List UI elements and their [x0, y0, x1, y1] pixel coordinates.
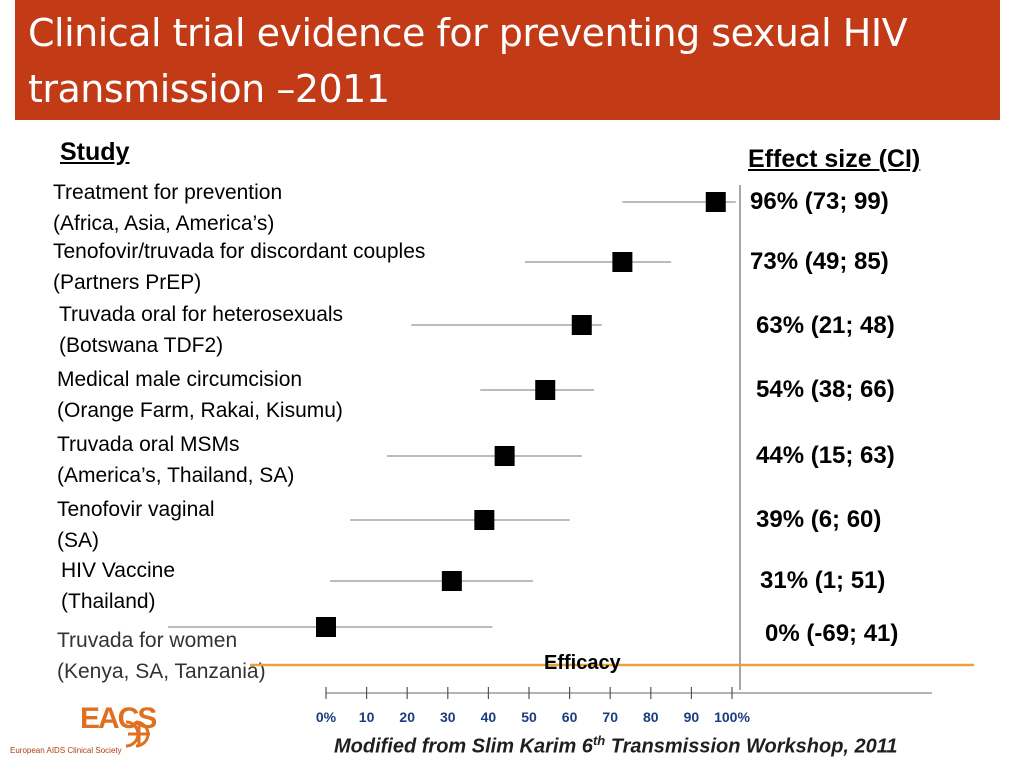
effect-marker	[494, 446, 515, 466]
footer-superscript: th	[592, 733, 606, 748]
study-location: (Partners PrEP)	[53, 271, 202, 294]
study-label: Tenofovir/truvada for discordant couples…	[53, 236, 425, 298]
effect-size-label: 39% (6; 60)	[756, 506, 882, 533]
study-label: Medical male circumcision (Orange Farm, R…	[57, 364, 343, 426]
study-label: Truvada oral for heterosexuals (Botswana …	[59, 299, 343, 361]
effect-size-label: 73% (49; 85)	[750, 248, 889, 275]
study-location: (America’s, Thailand, SA)	[57, 464, 295, 487]
x-tick-label: 40	[481, 709, 497, 725]
effect-size-column-header: Effect size (CI)	[748, 145, 921, 173]
study-column-header: Study	[60, 138, 130, 166]
effect-size-label: 54% (38; 66)	[756, 376, 895, 403]
logo-word: EACS	[80, 702, 157, 735]
study-location: (Botswana TDF2)	[59, 334, 224, 357]
effect-marker	[474, 510, 495, 530]
x-tick-label: 10	[359, 709, 375, 725]
effect-marker	[441, 571, 462, 591]
x-tick-label: 60	[562, 709, 578, 725]
x-tick-label: 90	[684, 709, 700, 725]
study-location: (Africa, Asia, America’s)	[53, 212, 275, 235]
x-tick-label: 0%	[316, 709, 337, 725]
x-tick-label: 70	[602, 709, 618, 725]
study-name: Medical male circumcision	[57, 368, 303, 391]
logo-mark	[125, 720, 150, 748]
slide-title: Clinical trial evidence for preventing s…	[28, 11, 908, 111]
effect-marker	[612, 252, 633, 272]
effect-size-label: 96% (73; 99)	[750, 188, 889, 215]
study-location: (Thailand)	[61, 590, 156, 613]
effect-size-label: 31% (1; 51)	[760, 567, 886, 594]
effect-marker	[571, 315, 592, 335]
title-bar	[15, 0, 1000, 120]
study-label: HIV Vaccine (Thailand)	[61, 555, 175, 617]
footer-text-2: Transmission Workshop, 2011	[605, 735, 898, 758]
x-tick-label: 30	[440, 709, 456, 725]
x-tick-label: 20	[399, 709, 415, 725]
eacs-logo: EACS European AIDS Clinical Society	[8, 700, 168, 762]
study-location: (SA)	[57, 529, 99, 552]
effect-marker	[535, 380, 556, 400]
study-label: Truvada oral MSMs (America’s, Thailand, S…	[57, 429, 294, 491]
study-label: Treatment for prevention (Africa, Asia, A…	[53, 177, 282, 239]
effect-size-label: 44% (15; 63)	[756, 442, 895, 469]
x-axis-label: Efficacy	[544, 652, 621, 674]
study-label: Truvada for women (Kenya, SA, Tanzania)	[57, 625, 266, 687]
study-location: (Orange Farm, Rakai, Kisumu)	[57, 399, 343, 422]
footer-text: Modified from Slim Karim 6	[334, 735, 593, 758]
study-name: Tenofovir vaginal	[57, 498, 215, 521]
effect-marker	[705, 192, 726, 212]
study-name: Treatment for prevention	[53, 181, 283, 204]
x-tick-label: 100%	[714, 709, 750, 725]
study-name: Tenofovir/truvada for discordant couples	[53, 240, 426, 263]
logo-subtitle: European AIDS Clinical Society	[10, 746, 122, 755]
effect-marker	[316, 617, 336, 637]
study-name: Truvada oral for heterosexuals	[59, 303, 344, 326]
x-tick-label: 80	[643, 709, 659, 725]
study-name: HIV Vaccine	[61, 559, 175, 582]
study-name: Truvada oral MSMs	[57, 433, 240, 456]
source-footer: Modified from Slim Karim 6th Transmissio…	[334, 733, 898, 759]
study-name: Truvada for women	[57, 629, 238, 652]
study-label: Tenofovir vaginal (SA)	[57, 494, 215, 556]
study-location: (Kenya, SA, Tanzania)	[57, 660, 266, 683]
effect-size-label: 63% (21; 48)	[756, 312, 895, 339]
x-tick-label: 50	[521, 709, 537, 725]
effect-size-label: 0% (-69; 41)	[765, 620, 899, 647]
